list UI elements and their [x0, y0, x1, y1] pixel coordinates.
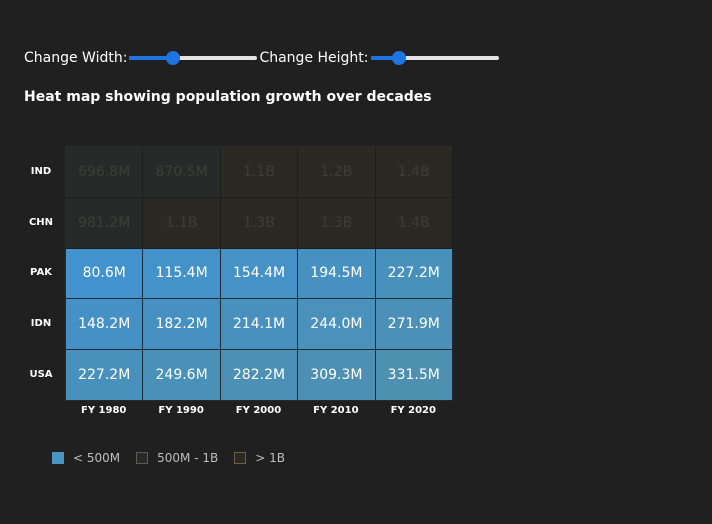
heatmap-cell-ind-4[interactable]: 1.4B [375, 147, 453, 198]
heatmap-cell-chn-4[interactable]: 1.4B [375, 197, 453, 249]
legend-swatch [136, 452, 149, 464]
heatmap-cell-idn-3[interactable]: 244.0M [298, 299, 376, 351]
heatmap-cell-usa-1[interactable]: 249.6M [143, 350, 221, 401]
height-slider-fill [370, 56, 399, 60]
heatmap-cell-pak-2[interactable]: 154.4M [220, 248, 299, 300]
legend-item[interactable]: < 500M [52, 451, 120, 465]
heatmap-cell-idn-1[interactable]: 182.2M [143, 299, 221, 351]
heatmap-column-labels: FY 1980 FY 1990 FY 2000 FY 2010 FY 2020 [65, 405, 452, 416]
column-label: FY 2020 [390, 405, 436, 416]
width-slider-track[interactable] [129, 56, 258, 60]
row-label-ind: IND [30, 165, 52, 177]
heatmap-row-labels: IND CHN PAK IDN USA [26, 146, 56, 400]
heatmap-legend: < 500M 500M - 1B > 1B [52, 451, 301, 465]
column-label: FY 2010 [313, 405, 359, 416]
legend-label: < 500M [73, 451, 121, 465]
legend-label: 500M - 1B [157, 451, 219, 465]
heatmap-grid: 696.8M 870.5M 1.1B 1.2B 1.4B 981.2M 1.1B 1.3B 1.… [65, 146, 453, 401]
heatmap-cell-pak-0[interactable]: 80.6M [66, 248, 144, 300]
size-controls: Change Width: Change Height: [24, 49, 501, 67]
change-height-label: Change Height: [259, 50, 369, 66]
column-label: FY 1980 [81, 405, 127, 416]
row-label-idn: IDN [30, 318, 52, 330]
heatmap-cell-chn-2[interactable]: 1.3B [220, 197, 299, 249]
heatmap-cell-chn-1[interactable]: 1.1B [143, 197, 221, 249]
row-label-chn: CHN [28, 216, 54, 228]
heatmap-cell-idn-0[interactable]: 148.2M [66, 299, 144, 351]
row-label-usa: USA [29, 369, 53, 381]
heatmap-cell-usa-4[interactable]: 331.5M [375, 350, 453, 401]
heatmap-cell-usa-0[interactable]: 227.2M [66, 350, 144, 401]
height-slider-track[interactable] [370, 56, 499, 60]
heatmap-cell-ind-2[interactable]: 1.1B [220, 147, 299, 198]
legend-swatch [234, 452, 247, 464]
heatmap-cell-chn-0[interactable]: 981.2M [66, 197, 144, 249]
heatmap-cell-usa-2[interactable]: 282.2M [220, 350, 299, 401]
legend-item[interactable]: > 1B [234, 451, 285, 465]
heatmap-cell-pak-1[interactable]: 115.4M [143, 248, 221, 300]
row-label-pak: PAK [30, 267, 52, 279]
change-width-slider[interactable] [129, 49, 258, 67]
width-slider-thumb[interactable] [165, 51, 180, 65]
heatmap-cell-idn-2[interactable]: 214.1M [220, 299, 299, 351]
heatmap-cell-ind-3[interactable]: 1.2B [298, 147, 376, 198]
chart-title: Heat map showing population growth over … [24, 89, 432, 105]
legend-label: > 1B [255, 451, 285, 465]
heatmap-cell-ind-1[interactable]: 870.5M [143, 147, 221, 198]
heatmap-cell-chn-3[interactable]: 1.3B [298, 197, 376, 249]
heatmap-cell-pak-3[interactable]: 194.5M [298, 248, 376, 300]
heatmap-cell-pak-4[interactable]: 227.2M [375, 248, 453, 300]
legend-item[interactable]: 500M - 1B [136, 451, 218, 465]
heatmap-cell-ind-0[interactable]: 696.8M [66, 147, 144, 198]
change-height-slider[interactable] [370, 49, 499, 67]
height-slider-thumb[interactable] [391, 51, 406, 65]
width-slider-fill [129, 56, 173, 60]
change-width-label: Change Width: [24, 50, 128, 66]
column-label: FY 1990 [158, 405, 204, 416]
heatmap-cell-usa-3[interactable]: 309.3M [298, 350, 376, 401]
legend-swatch [52, 452, 64, 464]
heatmap-cell-idn-4[interactable]: 271.9M [375, 299, 453, 351]
column-label: FY 2000 [235, 405, 282, 416]
